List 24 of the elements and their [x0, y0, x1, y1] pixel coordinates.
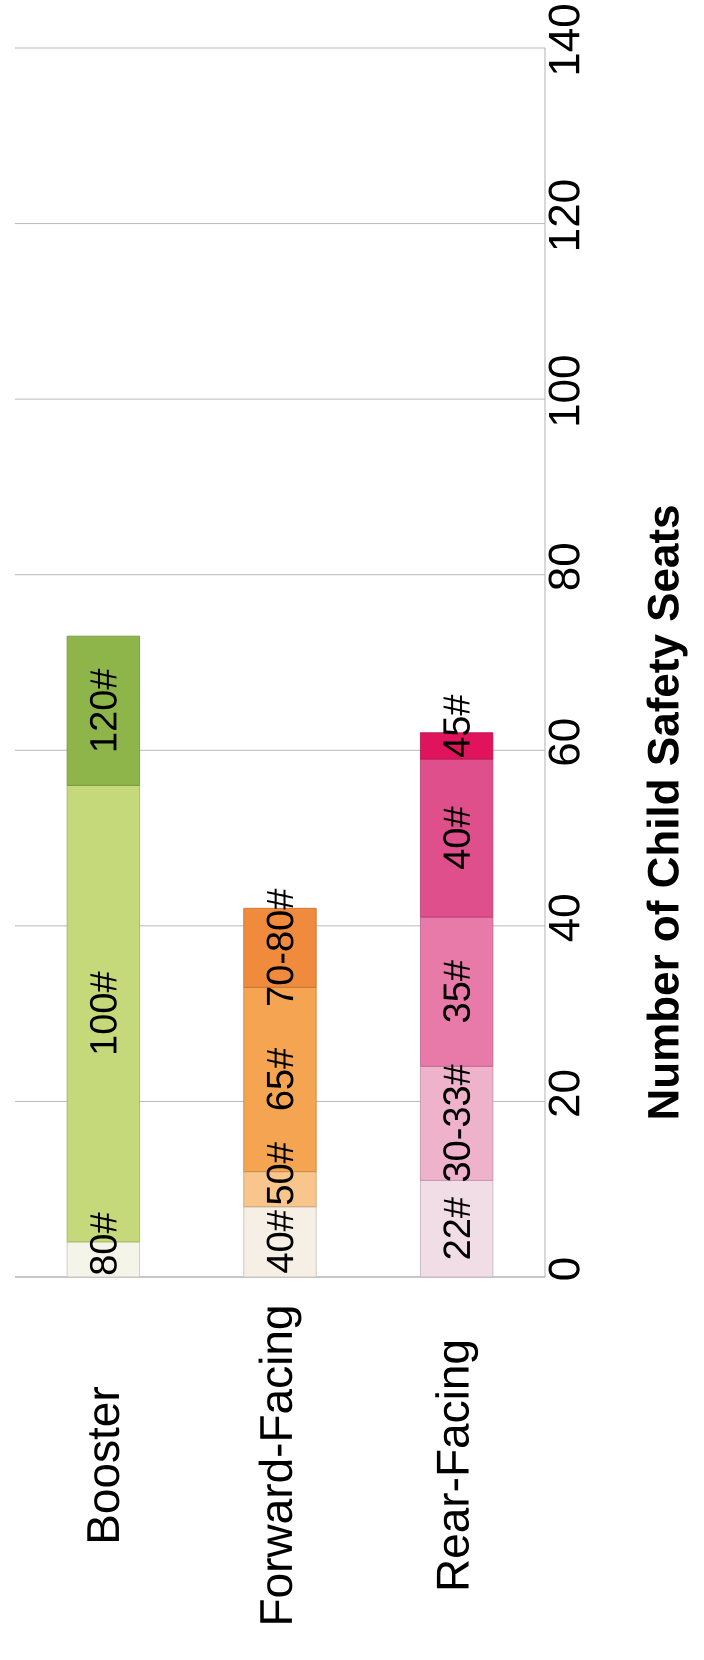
series-label: 40# [443, 806, 471, 869]
y-axis-title: Number of Child Safety Seats [646, 506, 688, 1118]
series-label: 50# [266, 1142, 294, 1205]
series-label: 70-80# [266, 888, 294, 1006]
series-label: 40# [266, 1210, 294, 1273]
text: 45# [443, 694, 470, 757]
x-tick-label: Rear-Facing [435, 1341, 479, 1589]
series-label: 65# [266, 1047, 294, 1110]
x-tick-label: Booster [87, 1387, 120, 1542]
series-label: 100# [89, 971, 117, 1053]
y-tick-label: 80 [548, 543, 580, 590]
y-tick-label: 120 [548, 180, 580, 249]
y-tick-label: 0 [548, 1258, 580, 1280]
y-tick-label: 40 [548, 895, 580, 942]
series-label: 35# [443, 960, 471, 1022]
x-tick-label: Forward-Facing [258, 1307, 302, 1623]
series-label: 80# [89, 1212, 117, 1275]
y-tick-label: 140 [548, 5, 580, 74]
series-label: 120# [89, 668, 117, 751]
y-tick-label: 100 [548, 356, 580, 425]
series-label: 30-33# [443, 1064, 471, 1182]
y-tick-label: 20 [548, 1070, 580, 1116]
series-label: 22# [443, 1197, 470, 1259]
y-tick-label: 60 [548, 719, 580, 765]
